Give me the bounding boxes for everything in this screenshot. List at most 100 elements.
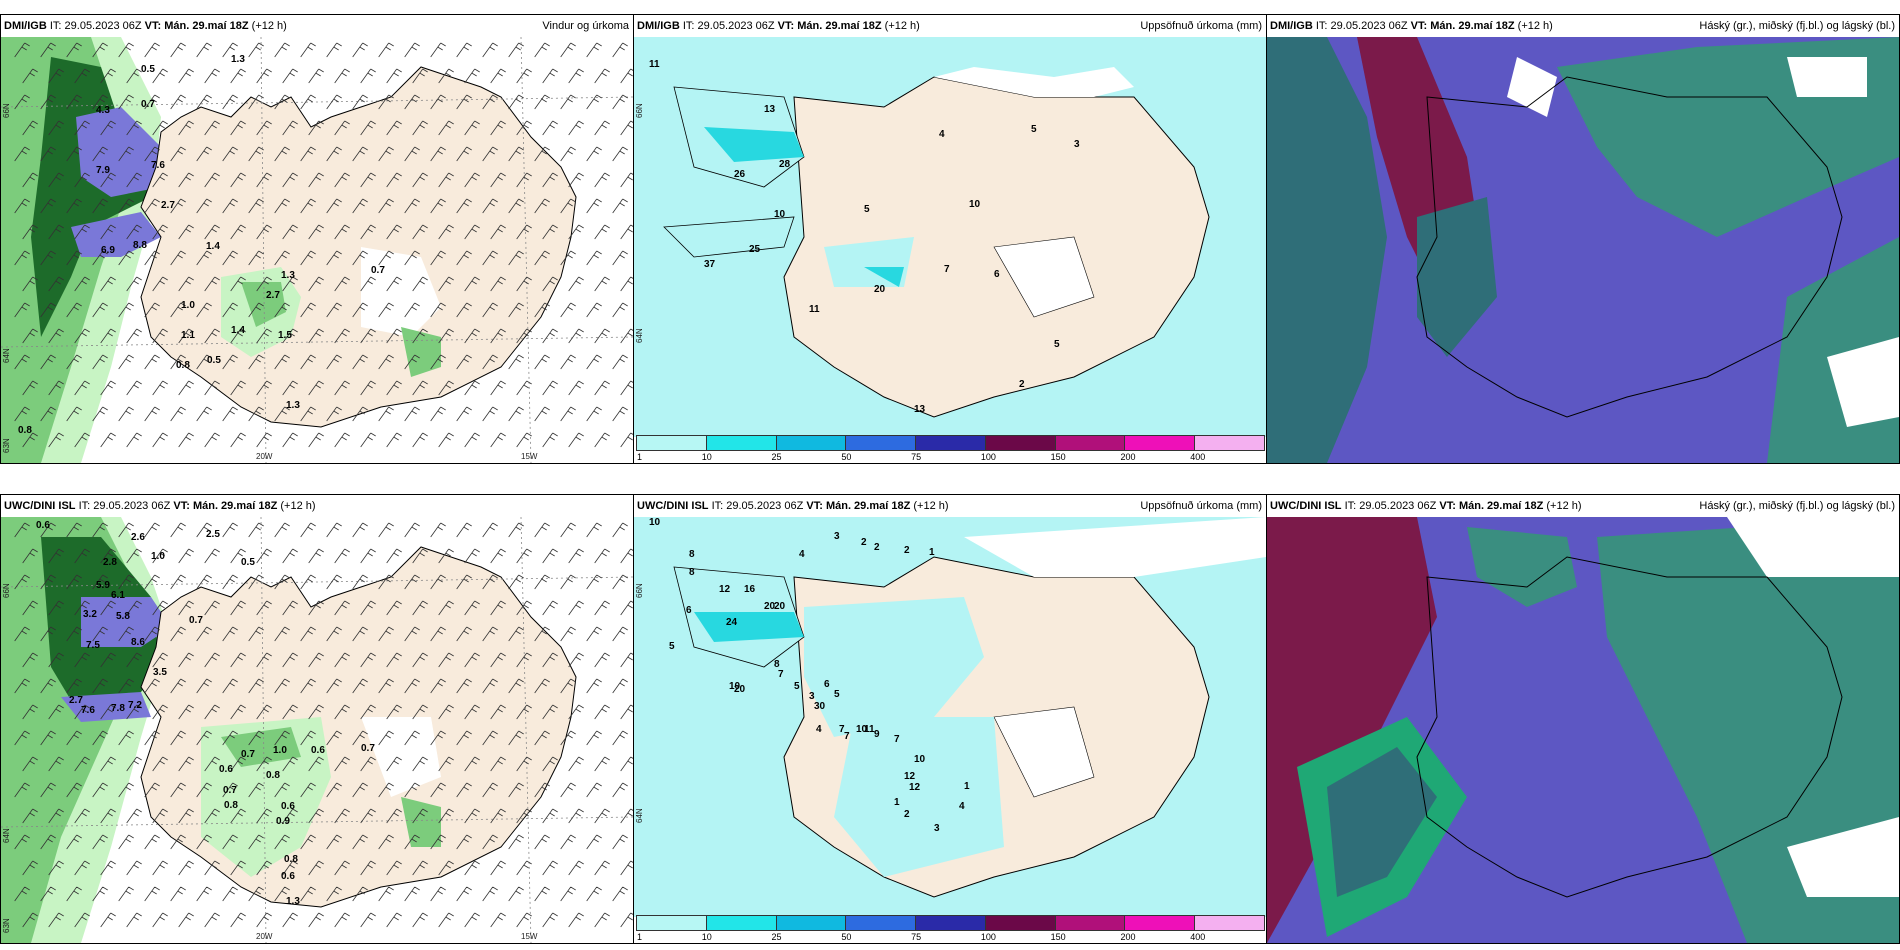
wind-barb (612, 94, 628, 110)
wind-barb (118, 834, 134, 850)
precip-value-label: 5.9 (96, 580, 110, 591)
wind-barb (256, 912, 272, 928)
wind-barb (282, 600, 298, 616)
wind-barb (352, 94, 368, 110)
wind-barb (222, 406, 238, 422)
lat-label-63n: 63N (2, 918, 11, 933)
precip-value-label: 0.8 (176, 360, 190, 371)
wind-barb (126, 380, 142, 396)
wind-barb (204, 276, 220, 292)
wind-barb (178, 432, 194, 448)
wind-barb (334, 912, 350, 928)
wind-barb (22, 380, 38, 396)
wind-barb (92, 834, 108, 850)
wind-barb (92, 198, 108, 214)
wind-barb (22, 652, 38, 668)
wind-barb (456, 730, 472, 746)
wind-barb (282, 120, 298, 136)
wind-barb (560, 522, 576, 538)
wind-barb (282, 276, 298, 292)
wind-barb (456, 574, 472, 590)
colorbar-tick: 400 (1190, 452, 1206, 462)
wind-barb (274, 250, 290, 266)
colorbar-swatch (636, 915, 707, 931)
precip-value-label: 13 (764, 104, 776, 115)
precip-value-label: 5 (1054, 339, 1060, 350)
wind-barb (560, 146, 576, 162)
wind-barb (612, 146, 628, 162)
wind-barb (456, 626, 472, 642)
wind-barb (14, 730, 30, 746)
precip-value-label: 0.6 (36, 520, 50, 531)
wind-barb (204, 548, 220, 564)
wind-barb (386, 380, 402, 396)
wind-barb (74, 172, 90, 188)
wind-barb (256, 172, 272, 188)
wind-barb (256, 68, 272, 84)
precip-value-label: 7.9 (96, 165, 110, 176)
wind-barb (282, 224, 298, 240)
wind-barb (222, 886, 238, 902)
wind-barb (170, 626, 186, 642)
precip-value-label: 1.3 (286, 896, 300, 907)
wind-barb (196, 886, 212, 902)
wind-barb (118, 94, 134, 110)
wind-barb (100, 172, 116, 188)
wind-barb (14, 198, 30, 214)
wind-barb (620, 756, 633, 772)
wind-barb (334, 172, 350, 188)
wind-barb (248, 678, 264, 694)
wind-barb (620, 224, 633, 240)
wind-barb (14, 406, 30, 422)
wind-barb (282, 432, 298, 448)
wind-barb (14, 42, 30, 58)
wind-barb (66, 406, 82, 422)
wind-barb (66, 626, 82, 642)
wind-barb (144, 42, 160, 58)
precip-value-label: 4 (939, 129, 945, 140)
precip-value-label: 1.0 (151, 551, 165, 562)
precip-value-label: 0.6 (281, 801, 295, 812)
product-title: Háský (gr.), miðský (fj.bl.) og lágský (… (1699, 20, 1895, 32)
wind-barb (126, 756, 142, 772)
wind-barb (378, 522, 394, 538)
panel-uwc-accum-precip: UWC/DINI ISL IT: 29.05.2023 06Z VT: Mán.… (633, 494, 1267, 944)
precip-value-label: 20 (774, 601, 786, 612)
wind-barb (360, 808, 376, 824)
lat-label-64n: 64N (2, 828, 11, 843)
wind-barb (464, 120, 480, 136)
wind-barb (568, 912, 584, 928)
wind-barb (352, 354, 368, 370)
wind-barb (14, 782, 30, 798)
wind-barb (274, 678, 290, 694)
wind-barb (594, 860, 610, 876)
wind-barb (144, 198, 160, 214)
model-name: DMI/IGB (4, 20, 47, 32)
it-label: IT: (49, 20, 62, 32)
wind-barb (412, 860, 428, 876)
wind-barb (230, 600, 246, 616)
wind-barb (300, 146, 316, 162)
wind-barb (256, 276, 272, 292)
precip-value-label: 2.8 (103, 557, 117, 568)
wind-barb (170, 146, 186, 162)
wind-barb (48, 704, 64, 720)
wind-barb (100, 756, 116, 772)
it-time: 29.05.2023 06Z (1330, 20, 1408, 32)
wind-barb (118, 522, 134, 538)
wind-barb (586, 522, 602, 538)
wind-barb (74, 912, 90, 928)
wind-barb (508, 886, 524, 902)
precip-value-label: 8 (774, 659, 780, 670)
precip-value-label: 4 (816, 724, 822, 735)
wind-barb (282, 548, 298, 564)
wind-barb (118, 406, 134, 422)
wind-barb (48, 224, 64, 240)
wind-barb (560, 678, 576, 694)
wind-barb (334, 600, 350, 616)
wind-barb (152, 756, 168, 772)
wind-barb (404, 886, 420, 902)
wind-barb (430, 250, 446, 266)
wind-barb (482, 626, 498, 642)
wind-barb (438, 432, 454, 448)
